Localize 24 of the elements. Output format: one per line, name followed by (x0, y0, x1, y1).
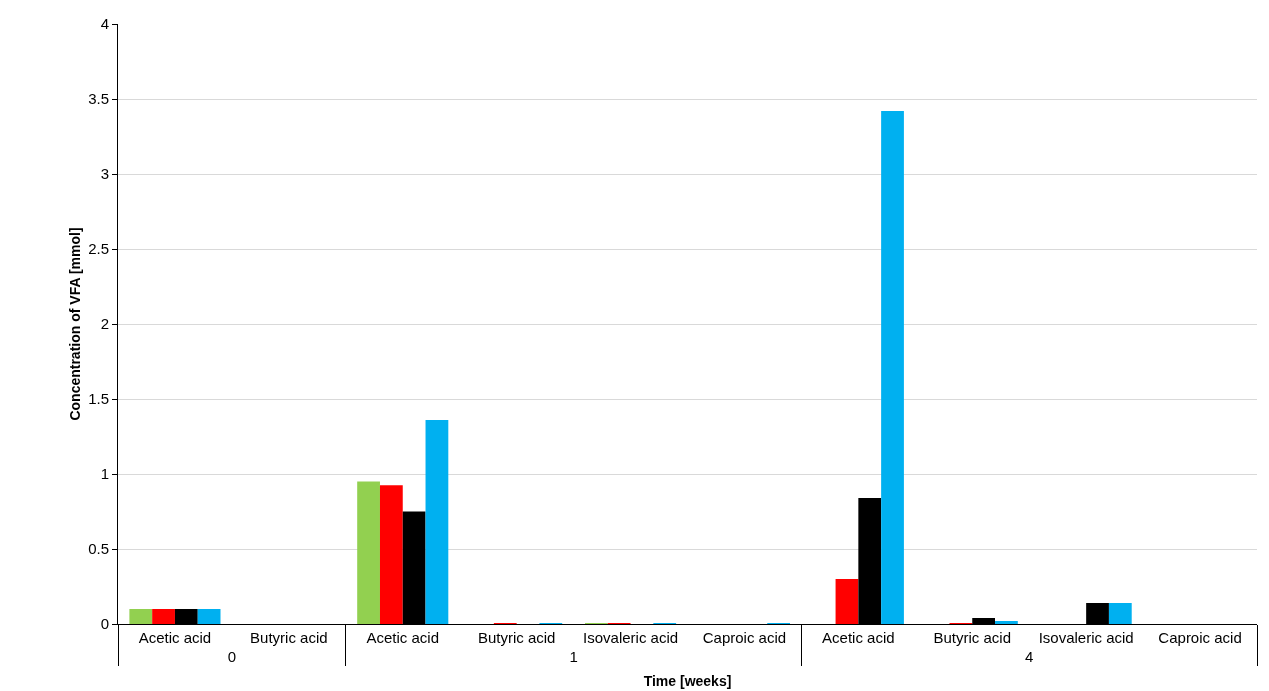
y-tick-label: 3 (100, 165, 109, 183)
y-tick-label: 4 (100, 15, 109, 33)
y-tick-label: 0 (100, 615, 109, 633)
text: 0 (227, 648, 237, 665)
x-tick-label: Acetic acid (138, 629, 212, 646)
x-tick-label: Caproic acid (702, 629, 787, 646)
x-tick-label: Isovaleric acid (583, 629, 679, 646)
y-tick-label: 1 (100, 465, 109, 483)
text: 4 (1025, 648, 1034, 665)
x-tick-label: Isovaleric acid (1038, 629, 1134, 646)
x-tick-label: Butyric acid (250, 629, 328, 646)
y-axis-title: Concentration of VFA [mmol] (67, 227, 83, 421)
x-axis-title: Time [weeks] (643, 672, 732, 689)
x-tick-label: Butyric acid (477, 629, 556, 646)
text: 1 (569, 648, 578, 665)
y-tick-label: 2.5 (88, 240, 109, 258)
y-tick-label: 1.5 (88, 390, 109, 408)
x-tick-label: Caproic acid (1158, 629, 1242, 646)
y-tick-label: 3.5 (88, 90, 109, 108)
x-tick-label: Acetic acid (822, 629, 895, 646)
x-tick-label: Butyric acid (933, 629, 1012, 646)
x-tick-label: Acetic acid (366, 629, 440, 646)
y-tick-label: 2 (100, 315, 109, 333)
y-tick-label: 0.5 (88, 540, 109, 558)
